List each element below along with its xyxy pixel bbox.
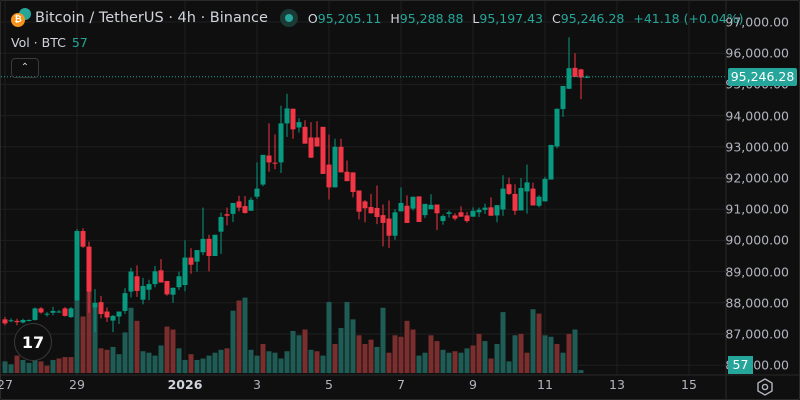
time-label: 15	[681, 377, 697, 392]
time-label: 11	[537, 377, 553, 392]
volume-label: Vol · BTC	[11, 35, 66, 50]
tradingview-logo[interactable]: 17	[14, 323, 52, 361]
last-price-tag: 95,246.28	[728, 67, 797, 86]
bitcoin-icon: ₿	[11, 13, 25, 27]
time-label: 7	[397, 377, 405, 392]
change-value: +41.18 (+0.04%)	[633, 10, 744, 26]
tradingview-logo-text: 17	[21, 332, 45, 352]
price-label: 94,000.00	[725, 108, 789, 124]
high-value: 95,288.88	[399, 10, 464, 26]
time-label: 29	[69, 377, 85, 392]
time-label: 2026	[167, 377, 203, 392]
time-label: 3	[253, 377, 261, 392]
time-label: 13	[609, 377, 625, 392]
low-value: 95,197.43	[479, 10, 544, 26]
time-axis[interactable]: 27 29 2026 3 5 7 9 11 13 15	[0, 375, 726, 399]
open-label: O	[307, 10, 318, 26]
price-axis[interactable]: 97,000.0096,000.0095,000.0094,000.0093,0…	[725, 1, 799, 375]
time-label: 27	[0, 377, 13, 392]
high-label: H	[390, 10, 400, 26]
price-label: 88,000.00	[725, 295, 789, 311]
time-label: 5	[325, 377, 333, 392]
price-label: 97,000.00	[725, 14, 789, 30]
collapse-legend-button[interactable]: ⌃	[11, 58, 39, 78]
open-value: 95,205.11	[317, 10, 382, 26]
ohlc-values: O95,205.11 H95,288.88 L95,197.43 C95,246…	[308, 11, 744, 26]
chevron-up-icon: ⌃	[20, 62, 30, 73]
volume-legend[interactable]: Vol · BTC 57	[11, 35, 88, 50]
volume-tag: 57	[728, 356, 753, 375]
volume-value: 57	[71, 35, 88, 50]
time-label: 9	[469, 377, 477, 392]
price-label: 90,000.00	[725, 232, 789, 248]
close-value: 95,246.28	[560, 10, 625, 26]
price-label: 89,000.00	[725, 264, 789, 280]
price-label: 96,000.00	[725, 45, 789, 61]
price-label: 91,000.00	[725, 201, 789, 217]
bitcoin-tether-icon: ₿	[9, 7, 31, 29]
price-label: 87,000.00	[725, 326, 789, 342]
market-open-status-icon[interactable]	[279, 9, 298, 27]
gear-icon	[757, 378, 773, 396]
symbol-legend: ₿ Bitcoin / TetherUS · 4h · Binance O95,…	[9, 7, 744, 29]
close-label: C	[552, 10, 561, 26]
price-label: 92,000.00	[725, 170, 789, 186]
symbol-title[interactable]: Bitcoin / TetherUS · 4h · Binance	[35, 10, 268, 26]
price-label: 93,000.00	[725, 139, 789, 155]
low-label: L	[472, 10, 480, 26]
settings-button[interactable]	[755, 377, 775, 397]
